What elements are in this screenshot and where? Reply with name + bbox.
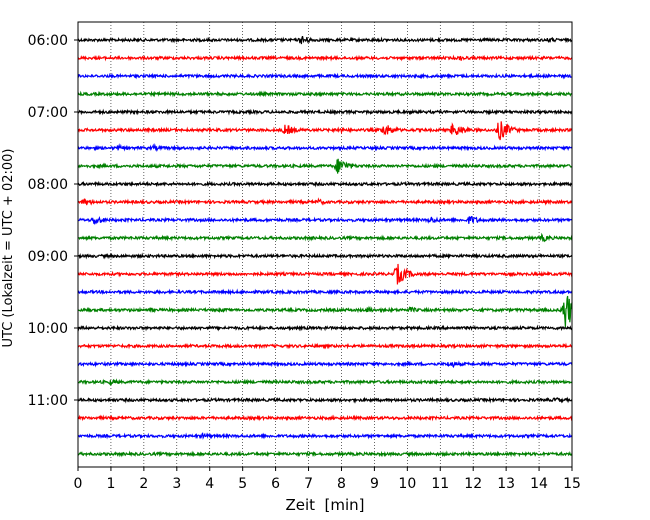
x-tick-label: 7 bbox=[304, 476, 313, 492]
y-axis-ticks: 06:00 07:00 08:00 09:00 10:00 11:00 bbox=[28, 33, 78, 409]
x-tick-label: 15 bbox=[563, 476, 581, 492]
x-tick-label: 6 bbox=[271, 476, 280, 492]
trace-line bbox=[77, 158, 573, 174]
y-tick-label: 10:00 bbox=[28, 321, 68, 337]
trace-line bbox=[77, 142, 573, 153]
x-tick-label: 4 bbox=[205, 476, 214, 492]
trace-line bbox=[77, 432, 573, 440]
trace-line bbox=[77, 263, 573, 285]
trace-line bbox=[77, 180, 573, 188]
y-tick-label: 06:00 bbox=[28, 33, 68, 49]
trace-line bbox=[77, 288, 573, 296]
trace-line bbox=[77, 121, 573, 141]
x-tick-label: 14 bbox=[530, 476, 548, 492]
trace-line bbox=[77, 414, 573, 422]
plot-frame bbox=[77, 21, 573, 468]
x-tick-label: 3 bbox=[172, 476, 181, 492]
trace-line bbox=[77, 324, 573, 332]
trace-line bbox=[77, 450, 573, 458]
trace-line bbox=[77, 252, 573, 260]
x-tick-label: 1 bbox=[106, 476, 115, 492]
trace-line bbox=[77, 35, 573, 45]
x-tick-label: 2 bbox=[139, 476, 148, 492]
trace-line bbox=[77, 378, 573, 387]
x-tick-label: 5 bbox=[238, 476, 247, 492]
trace-line bbox=[77, 72, 573, 80]
trace-line bbox=[77, 54, 573, 62]
trace-line bbox=[77, 108, 573, 116]
trace-line bbox=[77, 90, 573, 98]
trace-line bbox=[77, 360, 573, 369]
x-axis-ticks: 0 1 2 3 4 5 6 7 8 9 10 11 12 13 14 15 bbox=[74, 467, 581, 492]
x-tick-label: 8 bbox=[337, 476, 346, 492]
x-tick-label: 13 bbox=[497, 476, 515, 492]
trace-line bbox=[77, 215, 573, 226]
x-tick-label: 9 bbox=[370, 476, 379, 492]
trace-line bbox=[77, 342, 573, 350]
trace-line bbox=[77, 197, 573, 206]
x-tick-label: 0 bbox=[74, 476, 83, 492]
x-tick-label: 10 bbox=[398, 476, 416, 492]
y-tick-label: 09:00 bbox=[28, 249, 68, 265]
trace-layer bbox=[77, 35, 573, 458]
x-tick-label: 11 bbox=[431, 476, 449, 492]
x-tick-label: 12 bbox=[464, 476, 482, 492]
x-axis-label: Zeit [min] bbox=[285, 496, 364, 514]
y-tick-label: 07:00 bbox=[28, 105, 68, 121]
trace-line bbox=[77, 232, 573, 243]
trace-line bbox=[77, 396, 573, 404]
y-tick-label: 11:00 bbox=[28, 393, 68, 409]
y-tick-label: 08:00 bbox=[28, 177, 68, 193]
y-axis-label: UTC (Lokalzeit = UTC + 02:00) bbox=[1, 149, 16, 348]
trace-line bbox=[77, 295, 573, 328]
